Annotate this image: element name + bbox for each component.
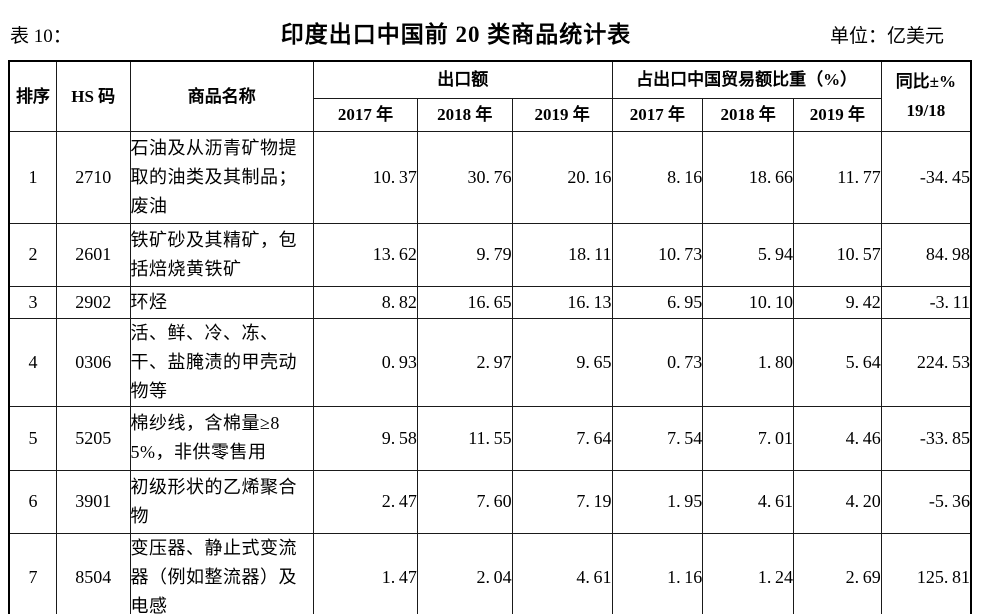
hs-code-cell: 2902 — [55, 285, 131, 319]
export-2019-cell: 20. 16 — [511, 130, 613, 224]
share-2018-cell: 18. 66 — [702, 130, 794, 224]
table-row: 7 8504 变压器、静止式变流器（例如整流器）及电感 1. 47 2. 04 … — [8, 532, 972, 614]
export-2019-cell: 7. 19 — [511, 469, 613, 534]
hs-code-column-header: HS 码 — [55, 60, 131, 132]
table-caption-bar: 表 10： 印度出口中国前 20 类商品统计表 单位：亿美元 — [0, 0, 984, 58]
rank-cell: 3 — [8, 285, 57, 319]
share-2017-cell: 8. 16 — [611, 130, 704, 224]
export-2019-cell: 9. 65 — [511, 317, 613, 407]
hs-code-cell: 3901 — [55, 469, 131, 534]
yoy-cell: 224. 53 — [880, 317, 972, 407]
share-2019-cell: 4. 20 — [793, 469, 882, 534]
hs-code-cell: 5205 — [55, 405, 131, 471]
share-2017-cell: 6. 95 — [611, 285, 704, 319]
share-2018-cell: 1. 80 — [702, 317, 794, 407]
share-year-2019-header: 2019 年 — [793, 97, 882, 132]
share-2017-cell: 10. 73 — [611, 222, 704, 287]
export-2017-cell: 8. 82 — [313, 285, 418, 319]
export-2018-cell: 30. 76 — [416, 130, 513, 224]
table-number-label: 表 10： — [10, 26, 72, 47]
share-2018-cell: 1. 24 — [702, 532, 794, 614]
share-2018-cell: 7. 01 — [702, 405, 794, 471]
share-2019-cell: 4. 46 — [793, 405, 882, 471]
export-2018-cell: 2. 97 — [416, 317, 513, 407]
share-2017-cell: 1. 16 — [611, 532, 704, 614]
rank-cell: 5 — [8, 405, 57, 471]
export-2019-cell: 16. 13 — [511, 285, 613, 319]
rank-cell: 6 — [8, 469, 57, 534]
share-year-2018-header: 2018 年 — [702, 97, 794, 132]
yoy-cell: -3. 11 — [880, 285, 972, 319]
export-2019-cell: 7. 64 — [511, 405, 613, 471]
export-2018-cell: 16. 65 — [416, 285, 513, 319]
yoy-cell: 125. 81 — [880, 532, 972, 614]
product-name-cell: 变压器、静止式变流器（例如整流器）及电感 — [129, 532, 315, 614]
table-row: 4 0306 活、鲜、冷、冻、干、盐腌渍的甲壳动物等 0. 93 2. 97 9… — [8, 317, 972, 407]
product-name-cell: 初级形状的乙烯聚合物 — [129, 469, 315, 534]
share-2017-cell: 0. 73 — [611, 317, 704, 407]
yoy-header-line1: 同比±% — [895, 72, 957, 92]
share-2019-cell: 11. 77 — [793, 130, 882, 224]
unit-label: 单位：亿美元 — [829, 26, 944, 47]
export-amount-group-header: 出口额 — [313, 60, 613, 99]
rank-cell: 4 — [8, 317, 57, 407]
export-2017-cell: 10. 37 — [313, 130, 418, 224]
product-name-cell: 石油及从沥青矿物提取的油类及其制品；废油 — [129, 130, 315, 224]
share-2018-cell: 4. 61 — [702, 469, 794, 534]
rank-cell: 2 — [8, 222, 57, 287]
export-2018-cell: 2. 04 — [416, 532, 513, 614]
table-row: 5 5205 棉纱线，含棉量≥85%，非供零售用 9. 58 11. 55 7.… — [8, 405, 972, 471]
header-row-groups: 排序 HS 码 商品名称 出口额 占出口中国贸易额比重（%） 同比±% 19/1… — [8, 60, 972, 132]
export-2019-cell: 18. 11 — [511, 222, 613, 287]
table-row: 2 2601 铁矿砂及其精矿，包括焙烧黄铁矿 13. 62 9. 79 18. … — [8, 222, 972, 287]
export-year-2018-header: 2018 年 — [416, 97, 513, 132]
yoy-cell: -34. 45 — [880, 130, 972, 224]
table-row: 1 2710 石油及从沥青矿物提取的油类及其制品；废油 10. 37 30. 7… — [8, 130, 972, 224]
yoy-cell: -33. 85 — [880, 405, 972, 471]
hs-code-cell: 0306 — [55, 317, 131, 407]
table-row: 3 2902 环烃 8. 82 16. 65 16. 13 6. 95 10. … — [8, 285, 972, 319]
rank-cell: 1 — [8, 130, 57, 224]
export-2018-cell: 7. 60 — [416, 469, 513, 534]
share-2017-cell: 1. 95 — [611, 469, 704, 534]
export-year-2017-header: 2017 年 — [313, 97, 418, 132]
export-2018-cell: 11. 55 — [416, 405, 513, 471]
hs-code-cell: 8504 — [55, 532, 131, 614]
product-name-cell: 铁矿砂及其精矿，包括焙烧黄铁矿 — [129, 222, 315, 287]
product-name-column-header: 商品名称 — [129, 60, 315, 132]
share-2019-cell: 10. 57 — [793, 222, 882, 287]
share-2018-cell: 10. 10 — [702, 285, 794, 319]
share-2019-cell: 5. 64 — [793, 317, 882, 407]
share-year-2017-header: 2017 年 — [611, 97, 704, 132]
hs-code-cell: 2601 — [55, 222, 131, 287]
export-2019-cell: 4. 61 — [511, 532, 613, 614]
product-name-cell: 环烃 — [129, 285, 315, 319]
commodity-stats-table: 排序 HS 码 商品名称 出口额 占出口中国贸易额比重（%） 同比±% 19/1… — [8, 60, 972, 614]
export-year-2019-header: 2019 年 — [511, 97, 613, 132]
share-2017-cell: 7. 54 — [611, 405, 704, 471]
share-2019-cell: 9. 42 — [793, 285, 882, 319]
yoy-column-header: 同比±% 19/18 — [880, 60, 972, 132]
export-2017-cell: 0. 93 — [313, 317, 418, 407]
rank-column-header: 排序 — [8, 60, 57, 132]
share-2019-cell: 2. 69 — [793, 532, 882, 614]
page-title: 印度出口中国前 20 类商品统计表 — [280, 22, 632, 47]
export-2017-cell: 9. 58 — [313, 405, 418, 471]
yoy-cell: 84. 98 — [880, 222, 972, 287]
export-2017-cell: 2. 47 — [313, 469, 418, 534]
share-group-header: 占出口中国贸易额比重（%） — [611, 60, 882, 99]
product-name-cell: 棉纱线，含棉量≥85%，非供零售用 — [129, 405, 315, 471]
header-row-years: 2017 年 2018 年 2019 年 2017 年 2018 年 2019 … — [9, 97, 971, 132]
yoy-cell: -5. 36 — [880, 469, 972, 534]
share-2018-cell: 5. 94 — [702, 222, 794, 287]
hs-code-cell: 2710 — [55, 130, 131, 224]
yoy-header-line2: 19/18 — [906, 101, 946, 121]
table-row: 6 3901 初级形状的乙烯聚合物 2. 47 7. 60 7. 19 1. 9… — [8, 469, 972, 534]
product-name-cell: 活、鲜、冷、冻、干、盐腌渍的甲壳动物等 — [129, 317, 315, 407]
export-2017-cell: 13. 62 — [313, 222, 418, 287]
export-2018-cell: 9. 79 — [416, 222, 513, 287]
rank-cell: 7 — [8, 532, 57, 614]
export-2017-cell: 1. 47 — [313, 532, 418, 614]
